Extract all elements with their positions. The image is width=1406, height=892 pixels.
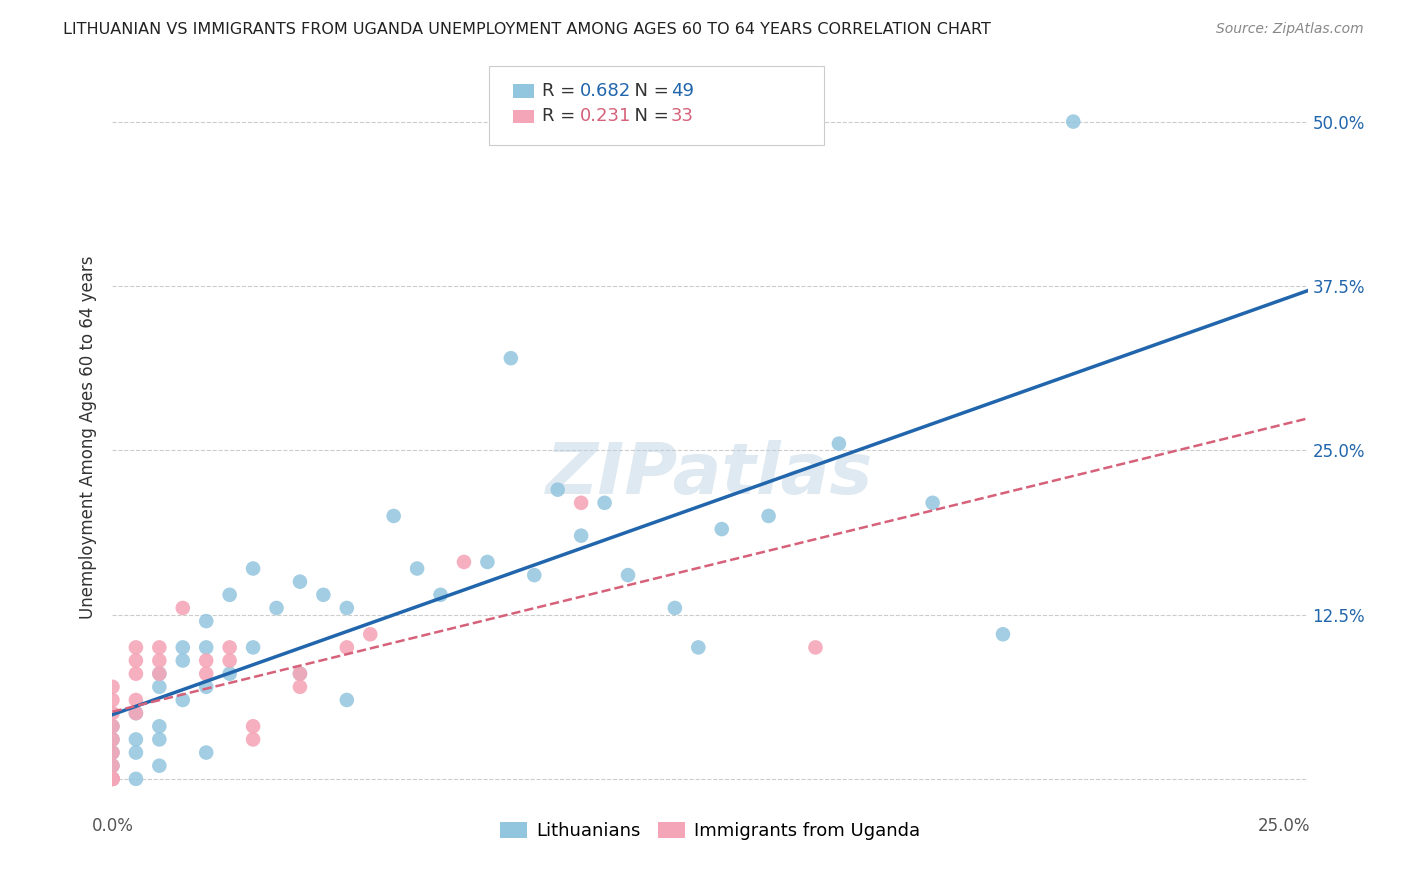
Point [125,772,148,786]
Point [195,640,218,655]
Point [218,654,240,668]
Point [172,654,194,668]
Point [101,772,124,786]
Point [101,772,124,786]
Point [523,568,546,582]
Point [288,680,311,694]
Point [148,758,170,772]
Text: Source: ZipAtlas.com: Source: ZipAtlas.com [1216,22,1364,37]
Point [617,568,640,582]
Point [382,508,405,523]
Point [288,666,311,681]
Point [101,772,124,786]
Point [336,601,359,615]
FancyBboxPatch shape [513,84,534,97]
Point [195,614,218,628]
Text: 0.231: 0.231 [579,107,631,126]
Point [499,351,522,366]
Point [125,732,148,747]
Text: 33: 33 [671,107,693,126]
Point [101,719,124,733]
Point [569,496,592,510]
Point [172,693,194,707]
Point [101,772,124,786]
Point [710,522,733,536]
Point [125,706,148,720]
Point [547,483,569,497]
Point [453,555,475,569]
Text: R =: R = [541,107,581,126]
Point [804,640,827,655]
Point [148,666,170,681]
FancyBboxPatch shape [489,66,824,145]
Point [569,529,592,543]
Point [125,706,148,720]
Point [101,746,124,760]
Point [101,732,124,747]
Point [477,555,499,569]
Point [336,640,359,655]
Point [148,666,170,681]
Point [101,693,124,707]
Text: ZIPatlas: ZIPatlas [547,440,873,509]
Point [172,640,194,655]
Point [921,496,943,510]
Point [288,666,311,681]
Text: 49: 49 [671,82,693,100]
Y-axis label: Unemployment Among Ages 60 to 64 years: Unemployment Among Ages 60 to 64 years [79,255,97,619]
Point [101,706,124,720]
Legend: Lithuanians, Immigrants from Uganda: Lithuanians, Immigrants from Uganda [492,815,928,847]
Point [148,719,170,733]
Text: N =: N = [623,82,675,100]
Point [148,640,170,655]
Point [125,746,148,760]
Point [1062,114,1084,128]
Text: R =: R = [541,82,581,100]
Point [242,719,264,733]
Point [101,746,124,760]
Point [101,719,124,733]
Point [758,508,780,523]
Point [336,693,359,707]
Point [125,654,148,668]
Point [242,561,264,575]
Point [688,640,710,655]
Point [148,680,170,694]
Point [593,496,616,510]
Point [991,627,1014,641]
Point [359,627,381,641]
Point [195,746,218,760]
Point [101,680,124,694]
Point [148,732,170,747]
Point [664,601,686,615]
Text: LITHUANIAN VS IMMIGRANTS FROM UGANDA UNEMPLOYMENT AMONG AGES 60 TO 64 YEARS CORR: LITHUANIAN VS IMMIGRANTS FROM UGANDA UNE… [63,22,991,37]
Point [101,732,124,747]
Point [125,640,148,655]
Point [101,758,124,772]
Point [242,640,264,655]
Point [266,601,288,615]
Point [195,654,218,668]
Point [242,732,264,747]
Point [195,680,218,694]
Point [312,588,335,602]
Point [125,693,148,707]
Point [101,772,124,786]
Point [429,588,451,602]
FancyBboxPatch shape [513,110,534,123]
Point [172,601,194,615]
Point [288,574,311,589]
Point [148,654,170,668]
Point [101,758,124,772]
Point [218,640,240,655]
Point [406,561,429,575]
Point [218,666,240,681]
Text: N =: N = [623,107,675,126]
Point [195,666,218,681]
Point [828,436,851,450]
Point [125,666,148,681]
Point [218,588,240,602]
Text: 0.682: 0.682 [579,82,631,100]
